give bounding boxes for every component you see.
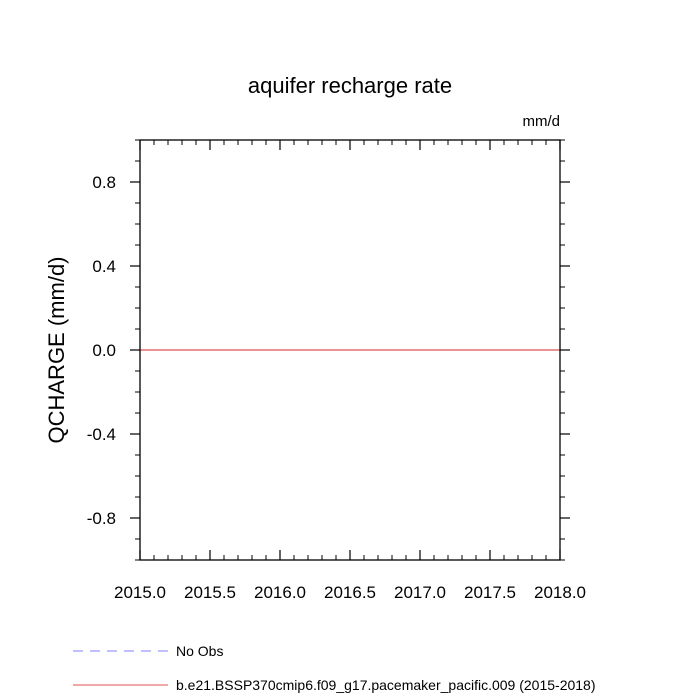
plot-frame	[139, 139, 561, 561]
y-tick-label: 0.4	[92, 257, 116, 276]
x-tick-label: 2015.0	[114, 583, 166, 602]
chart-title: aquifer recharge rate	[248, 73, 452, 98]
x-tick-label: 2016.5	[324, 583, 376, 602]
legend-label: No Obs	[176, 643, 223, 659]
x-tick-label: 2018.0	[534, 583, 586, 602]
x-tick-label: 2015.5	[184, 583, 236, 602]
x-tick-label: 2017.5	[464, 583, 516, 602]
y-tick-label: -0.8	[87, 509, 116, 528]
x-tick-label: 2017.0	[394, 583, 446, 602]
y-axis-label: QCHARGE (mm/d)	[44, 257, 69, 444]
legend-label: b.e21.BSSP370cmip6.f09_g17.pacemaker_pac…	[176, 677, 596, 693]
y-tick-label: 0.0	[92, 341, 116, 360]
units-label: mm/d	[523, 113, 561, 130]
tick-labels: 2015.0 2015.5 2016.0 2016.5 2017.0 2017.5 2018…	[87, 173, 586, 602]
x-tick-label: 2016.0	[254, 583, 306, 602]
legend: No Obs b.e21.BSSP370cmip6.f09_g17.pacemak…	[73, 643, 596, 693]
y-tick-label: 0.8	[92, 173, 116, 192]
y-tick-label: -0.4	[87, 425, 116, 444]
